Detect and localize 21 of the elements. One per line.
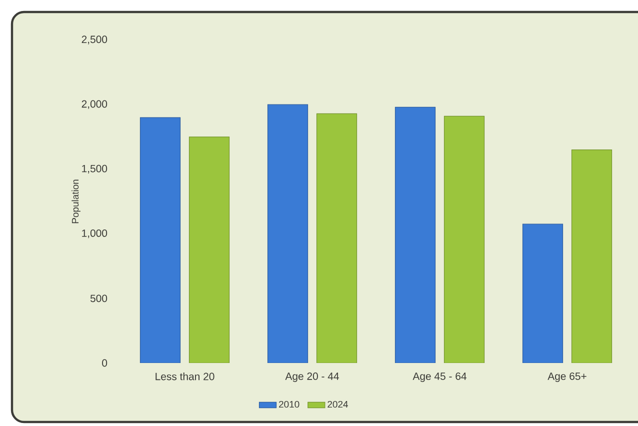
bar	[571, 150, 612, 363]
bar	[394, 106, 436, 363]
bar	[140, 117, 181, 363]
bar	[316, 113, 358, 363]
bar	[522, 224, 564, 363]
y-tick-label: 1,500	[82, 164, 108, 174]
y-tick-label: 2,500	[82, 36, 108, 44]
y-tick-label: 0	[102, 359, 108, 367]
bar	[188, 136, 230, 363]
x-tick-label: Age 65+	[548, 372, 586, 382]
x-tick-label: Less than 20	[156, 372, 214, 380]
legend-label: 2024	[328, 400, 348, 408]
bar	[267, 104, 308, 363]
x-tick-label: Age 45 - 64	[412, 372, 466, 382]
legend-label: 2010	[279, 400, 300, 408]
y-tick-label: 2,000	[82, 100, 108, 109]
y-axis-title: Population	[72, 180, 80, 224]
y-tick-label: 500	[90, 294, 108, 302]
y-tick-label: 1,000	[82, 229, 108, 238]
bar	[444, 116, 485, 363]
x-tick-label: Age 20 - 44	[285, 372, 339, 382]
